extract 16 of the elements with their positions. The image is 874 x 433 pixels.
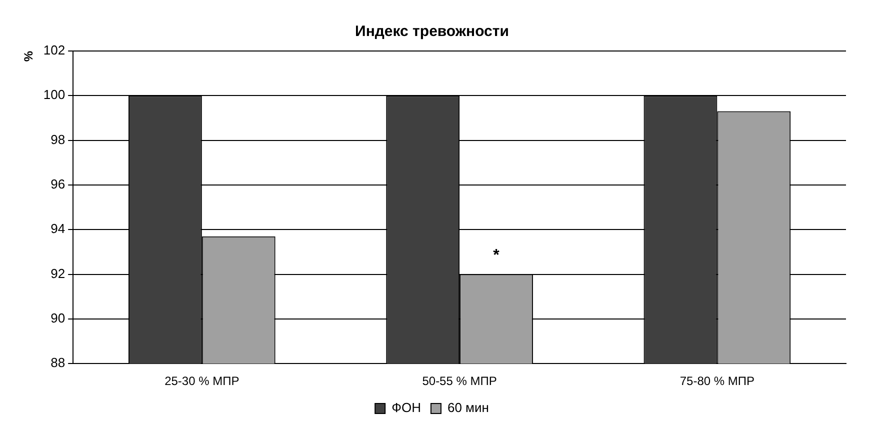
- y-tick-label: 102: [43, 42, 66, 58]
- y-tick-label: 98: [50, 132, 66, 147]
- y-tick-label: 96: [50, 176, 66, 192]
- y-axis-title: %: [22, 50, 36, 62]
- y-tick-label: 92: [50, 266, 66, 281]
- annotation: *: [493, 246, 500, 264]
- x-tick-label: 25-30 % МПР: [164, 374, 240, 388]
- y-tick-label: 100: [43, 87, 66, 102]
- y-tick-label: 88: [50, 355, 66, 370]
- y-tick-label: 90: [50, 310, 66, 326]
- legend-label: ФОН: [392, 400, 421, 416]
- y-tick-label: 94: [50, 221, 66, 236]
- x-tick-label: 50-55 % МПР: [422, 374, 497, 388]
- chart-title: Индекс тревожности: [355, 23, 509, 40]
- x-tick-label: 75-80 % МПР: [680, 374, 755, 388]
- legend-label: 60 мин: [447, 400, 489, 416]
